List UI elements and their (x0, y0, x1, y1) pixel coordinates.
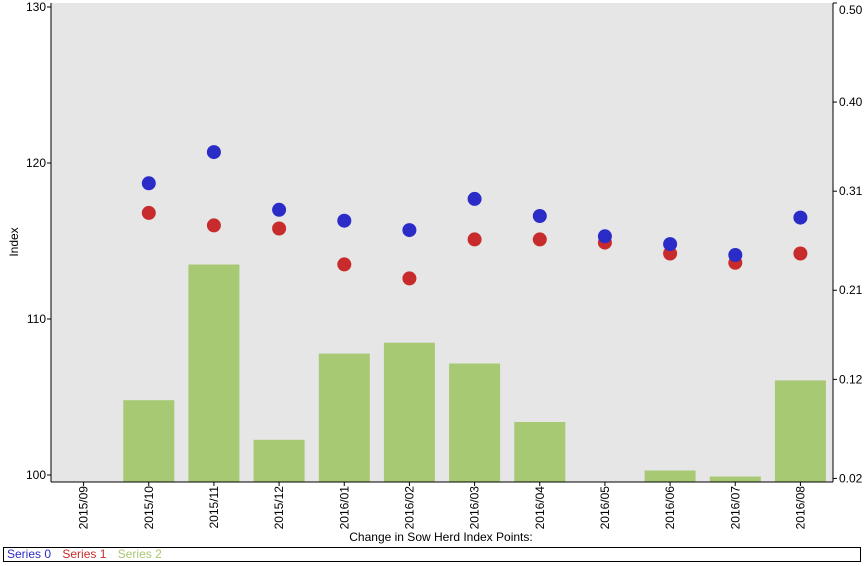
point-series-0-2016-01 (337, 213, 352, 228)
right-tick-label-0.12: 0.12 (839, 372, 863, 386)
point-series-0-2016-04 (532, 209, 547, 223)
right-axis-ticks: 0.02 0.12 0.21 0.31 0.40 0.50 (833, 2, 863, 485)
bar-2015-11 (188, 264, 240, 482)
x-tick-label-2016-08: 2016/08 (793, 486, 807, 530)
bar-2016-01 (318, 353, 370, 482)
x-tick-label-2016-07: 2016/07 (728, 486, 742, 530)
x-tick-label-2016-02: 2016/02 (402, 486, 416, 530)
bar-2015-12 (253, 439, 305, 482)
point-series-1-2015-10 (141, 205, 156, 220)
x-axis-title: Change in Sow Herd Index Points: (349, 530, 532, 544)
point-series-0-2016-08 (793, 210, 808, 225)
bar-2016-08 (774, 380, 826, 482)
x-tick-label-2016-04: 2016/04 (533, 486, 547, 530)
left-axis-ticks: 100 110 120 130 (26, 0, 51, 482)
x-tick-label-2015-09: 2015/09 (77, 486, 91, 530)
point-series-0-2016-02 (402, 223, 417, 238)
bar-2016-02 (383, 342, 435, 482)
point-series-1-2016-03 (467, 232, 482, 247)
x-tick-label-2016-03: 2016/03 (468, 486, 482, 530)
right-tick-label-0.02: 0.02 (839, 471, 863, 485)
point-series-1-2016-02 (402, 271, 417, 286)
y-axis-title: Index (7, 227, 21, 256)
legend-item-series-1: Series 1 (62, 547, 107, 561)
bar-2016-04 (514, 422, 566, 482)
point-series-1-2015-12 (272, 221, 287, 236)
point-series-1-2016-04 (532, 232, 547, 247)
legend: Series 0 Series 1 Series 2 (3, 547, 861, 562)
point-series-0-2016-05 (597, 229, 612, 244)
left-tick-label-110: 110 (27, 312, 46, 326)
left-tick-label-130: 130 (26, 0, 46, 14)
right-tick-label-0.31: 0.31 (839, 184, 863, 198)
points-layer (141, 145, 808, 286)
point-series-1-2015-11 (206, 218, 221, 233)
right-tick-label-0.21: 0.21 (839, 283, 863, 297)
x-tick-label-2016-01: 2016/01 (337, 486, 351, 530)
point-series-0-2016-06 (663, 237, 678, 252)
x-tick-label-2016-05: 2016/05 (598, 486, 612, 530)
x-tick-label-2016-06: 2016/06 (663, 486, 677, 530)
point-series-0-2016-03 (467, 191, 482, 206)
left-tick-label-100: 100 (26, 468, 46, 482)
point-series-0-2015-11 (206, 145, 221, 160)
bar-2016-03 (449, 363, 501, 482)
bar-2016-07 (709, 476, 761, 482)
left-tick-label-120: 120 (26, 156, 46, 170)
x-tick-label-2015-12: 2015/12 (272, 486, 286, 530)
bar-2016-06 (644, 470, 696, 482)
legend-item-series-2: Series 2 (117, 547, 162, 561)
x-tick-label-2015-11: 2015/11 (207, 486, 221, 529)
plot-area (51, 3, 833, 482)
point-series-0-2016-07 (728, 248, 743, 262)
point-series-1-2016-08 (793, 246, 808, 261)
point-series-0-2015-12 (272, 202, 287, 217)
right-tick-label-0.40: 0.40 (839, 95, 863, 109)
point-series-1-2016-01 (337, 257, 352, 272)
legend-item-series-0: Series 0 (7, 547, 52, 561)
bar-2015-10 (123, 400, 175, 482)
x-axis-ticks: 2015/09 2015/10 2015/11 2015/12 2016/01 2016/… (77, 482, 807, 530)
x-tick-label-2015-10: 2015/10 (142, 486, 156, 530)
point-series-0-2015-10 (141, 176, 156, 191)
right-tick-label-0.50: 0.50 (839, 3, 863, 17)
bars-layer (123, 264, 826, 482)
